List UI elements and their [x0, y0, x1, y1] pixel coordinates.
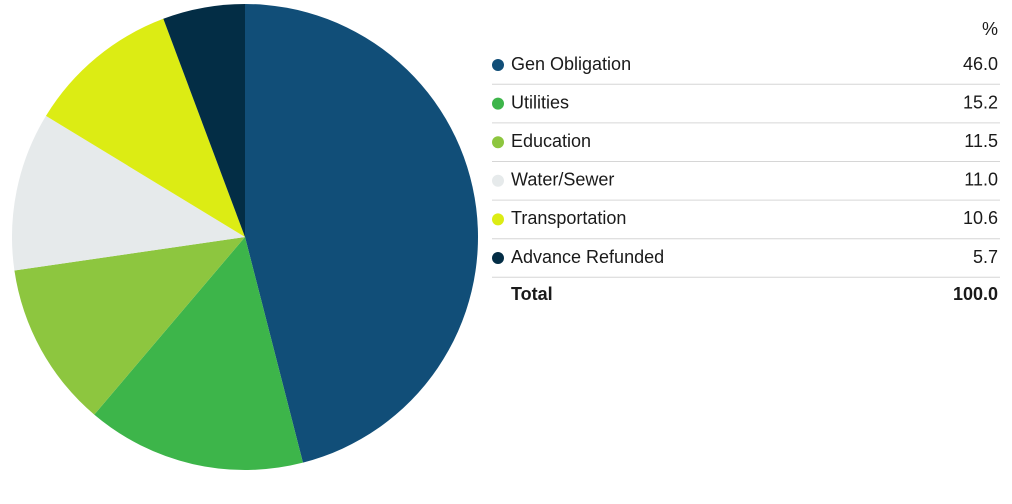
value-label: 46.0 [963, 54, 998, 74]
pie-slice [45, 18, 246, 238]
legend-label: Gen Obligation [511, 54, 631, 74]
legend-swatch [492, 136, 504, 149]
legend-swatch [492, 213, 504, 226]
value-label: 15.2 [963, 92, 998, 112]
pie-slice [245, 4, 479, 463]
pie-slice [11, 115, 245, 271]
legend-label: Transportation [511, 208, 626, 228]
legend-swatch [492, 97, 504, 110]
legend-label: Advance Refunded [511, 247, 664, 267]
total-label: Total [511, 284, 553, 304]
value-label: 11.5 [964, 131, 998, 151]
pie-slice [14, 237, 245, 415]
legend-swatch [492, 59, 504, 71]
legend-label: Education [511, 131, 591, 151]
pie-slice [94, 237, 303, 470]
value-label: 10.6 [963, 208, 998, 228]
pie-slice [163, 4, 245, 237]
value-label: 5.7 [973, 247, 998, 267]
legend-label: Utilities [511, 92, 569, 112]
legend-swatch [492, 252, 504, 264]
total-value: 100.0 [953, 284, 998, 304]
legend-label: Water/Sewer [511, 170, 614, 190]
value-header: % [982, 19, 998, 39]
legend-swatch [492, 174, 504, 187]
value-label: 11.0 [964, 170, 998, 190]
